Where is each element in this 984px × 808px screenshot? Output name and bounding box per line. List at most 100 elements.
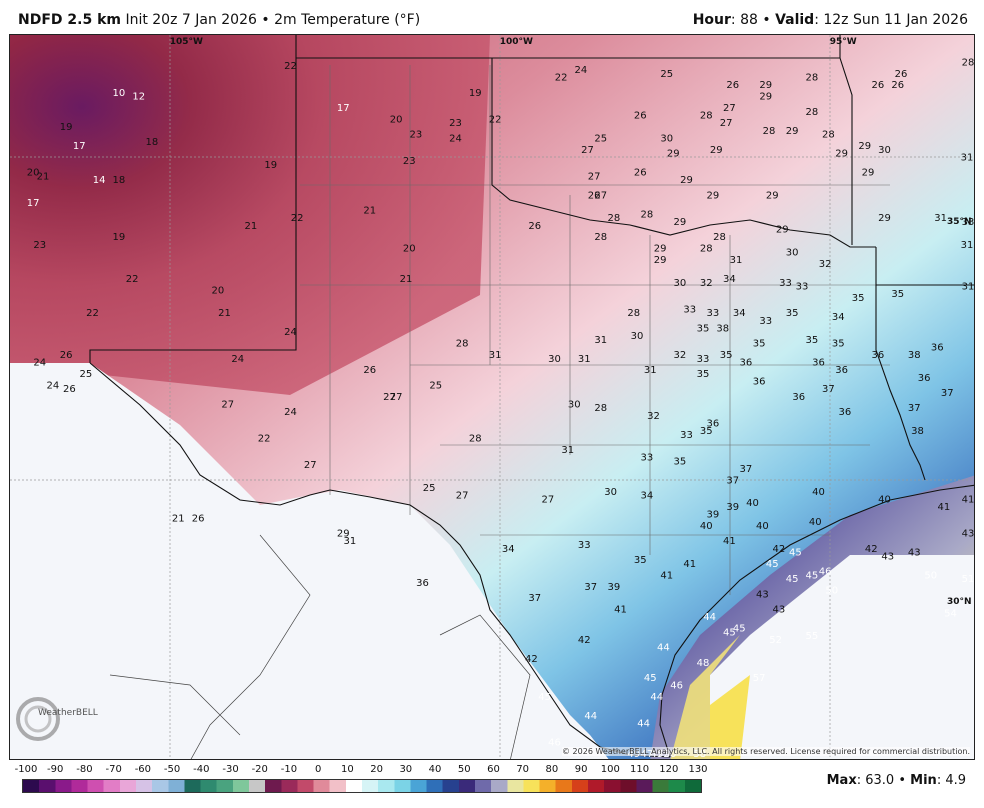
temperature-label: 27 <box>581 145 594 156</box>
temperature-label: 22 <box>284 61 297 72</box>
colorbar-tick: -60 <box>134 764 152 775</box>
temperature-label: 34 <box>723 274 736 285</box>
temperature-label: 38 <box>911 426 924 437</box>
temperature-label: 44 <box>584 711 597 722</box>
temperature-label: 19 <box>113 232 126 243</box>
temperature-label: 28 <box>627 308 640 319</box>
field-name: 2m Temperature (°F) <box>274 12 421 28</box>
init-time: Init 20z 7 Jan 2026 <box>125 12 257 28</box>
temperature-label: 22 <box>126 274 139 285</box>
temperature-label: 19 <box>469 88 482 99</box>
temperature-label: 41 <box>723 536 736 547</box>
temperature-label: 26 <box>634 168 647 179</box>
product-name: NDFD 2.5 km <box>18 12 121 28</box>
colorbar-tick: 60 <box>487 764 500 775</box>
temperature-label: 29 <box>776 225 789 236</box>
temperature-label: 30 <box>786 247 799 258</box>
temperature-label: 26 <box>872 80 885 91</box>
temperature-label: 24 <box>449 133 462 144</box>
temperature-label: 32 <box>674 350 687 361</box>
temperature-label: 19 <box>264 160 277 171</box>
temperature-label: 31 <box>961 240 974 251</box>
temperature-label: 20 <box>212 285 225 296</box>
temperature-label: 45 <box>806 570 819 581</box>
temperature-label: 40 <box>700 521 713 532</box>
temperature-label: 18 <box>113 175 126 186</box>
temperature-label: 29 <box>759 80 772 91</box>
temperature-label: 30 <box>878 145 891 156</box>
temperature-label: 29 <box>878 213 891 224</box>
longitude-label: 95°W <box>830 37 857 47</box>
temperature-label: 32 <box>647 411 660 422</box>
temperature-label: 28 <box>713 232 726 243</box>
temperature-label: 24 <box>47 380 60 391</box>
temperature-label: 26 <box>726 80 739 91</box>
temperature-label: 25 <box>594 133 607 144</box>
temperature-label: 23 <box>410 130 423 141</box>
colorbar-tick: 10 <box>341 764 354 775</box>
weatherbell-logo: WeatherBELL <box>16 689 116 749</box>
temperature-label: 28 <box>700 244 713 255</box>
temperature-label: 35 <box>674 456 687 467</box>
temperature-label: 31 <box>561 445 574 456</box>
temperature-label: 44 <box>650 692 663 703</box>
temperature-label: 29 <box>786 126 799 137</box>
temperature-label: 33 <box>641 453 654 464</box>
temperature-label: 37 <box>584 582 597 593</box>
temperature-label: 35 <box>634 555 647 566</box>
temperature-label: 27 <box>723 103 736 114</box>
temperature-label: 41 <box>614 605 627 616</box>
graticule-labels: 105°W 100°W 95°W 35°N 30°N <box>170 37 972 607</box>
colorbar-tick: -20 <box>251 764 268 775</box>
colorbar-tick: 90 <box>574 764 588 775</box>
temperature-label: 26 <box>588 190 601 201</box>
temperature-label: 38 <box>716 323 729 334</box>
hour-value: : 88 <box>730 12 758 28</box>
temperature-label: 17 <box>73 141 86 152</box>
temperature-label: 27 <box>304 460 317 471</box>
temperature-label: 40 <box>746 498 759 509</box>
temperature-label: 55 <box>806 631 819 642</box>
colorbar-tick: -100 <box>14 764 38 775</box>
temperature-label: 30 <box>660 133 673 144</box>
temperature-label: 36 <box>835 365 848 376</box>
temperature-label: 37 <box>740 464 753 475</box>
temperature-label: 22 <box>555 73 568 84</box>
temperature-label: 32 <box>700 278 713 289</box>
temperature-label: 26 <box>363 365 376 376</box>
stats-separator: • <box>898 773 907 788</box>
temperature-label: 31 <box>934 213 947 224</box>
min-label: Min <box>910 773 937 788</box>
temperature-label: 25 <box>660 69 673 80</box>
temperature-label: 28 <box>822 130 835 141</box>
temperature-label: 28 <box>962 57 975 68</box>
colorbar-tick: 0 <box>314 764 322 775</box>
temperature-label: 35 <box>697 369 710 380</box>
colorbar-tick: -80 <box>76 764 93 775</box>
temperature-label: 33 <box>759 316 772 327</box>
temperature-label: 21 <box>400 274 413 285</box>
temperature-label: 26 <box>60 350 73 361</box>
temperature-label: 46 <box>819 567 832 578</box>
temperature-label: 35 <box>891 289 904 300</box>
temperature-label: 25 <box>80 369 93 380</box>
temperature-label: 35 <box>832 339 845 350</box>
temperature-label: 21 <box>37 171 50 182</box>
temperature-label: 30 <box>631 331 644 342</box>
header-separator: • <box>261 12 270 28</box>
temperature-label: 40 <box>756 521 769 532</box>
temperature-label: 41 <box>683 559 696 570</box>
temperature-label: 43 <box>962 529 975 540</box>
temperature-label: 37 <box>908 403 921 414</box>
temperature-label: 27 <box>542 494 555 505</box>
temperature-label: 29 <box>862 168 875 179</box>
temperature-label: 28 <box>456 339 469 350</box>
temperature-label: 21 <box>172 513 185 524</box>
warm-gulf-core <box>710 675 750 759</box>
temperature-map[interactable]: 10 12 19 17 18 20 21 14 18 17 19 19 21 22 23 22 20 22 21 24… <box>9 34 975 760</box>
temperature-label: 45 <box>733 624 746 635</box>
temperature-label: 43 <box>881 551 894 562</box>
temperature-label: 57 <box>753 673 766 684</box>
colorbar-tick: -90 <box>47 764 64 775</box>
